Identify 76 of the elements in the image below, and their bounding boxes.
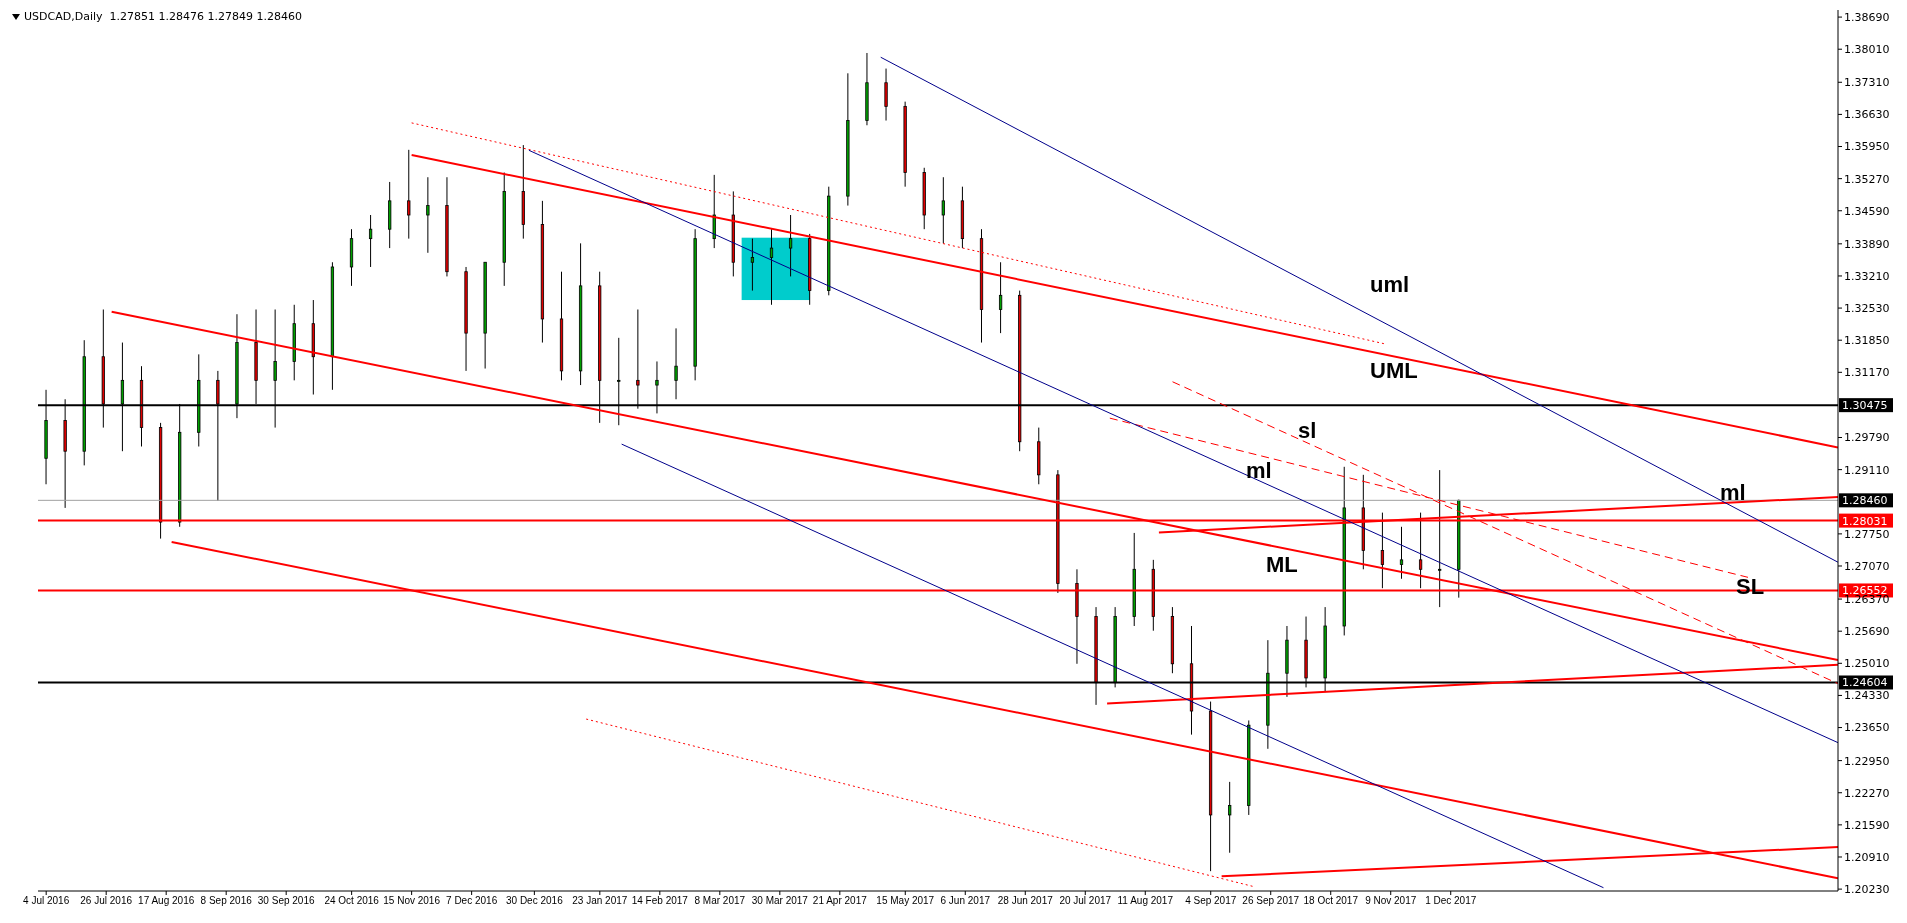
- ref-line-label: 1.30475: [1842, 399, 1888, 413]
- y-tick-label: 1.35950: [1844, 140, 1890, 154]
- x-tick-label: 18 Oct 2017: [1303, 895, 1359, 907]
- x-tick-label: 24 Oct 2016: [324, 895, 380, 907]
- x-tick-label: 30 Dec 2016: [506, 895, 564, 907]
- y-tick-label: 1.25010: [1844, 657, 1890, 671]
- y-tick-label: 1.38690: [1844, 10, 1890, 24]
- candlestick: [407, 149, 411, 240]
- candlestick: [426, 176, 430, 254]
- annotation: ml: [1720, 480, 1746, 505]
- x-tick-label: 14 Feb 2017: [631, 895, 689, 907]
- candlestick: [674, 327, 678, 400]
- x-tick-label: 15 May 2017: [876, 895, 935, 907]
- y-tick-label: 1.31170: [1844, 366, 1890, 380]
- y-tick-label: 1.33210: [1844, 269, 1890, 283]
- x-tick-label: 17 Aug 2016: [138, 895, 195, 907]
- ref-line-label: 1.28031: [1842, 514, 1888, 528]
- x-tick-label: 9 Nov 2017: [1365, 895, 1417, 907]
- y-tick-label: 1.35270: [1844, 172, 1890, 186]
- x-tick-label: 4 Sep 2017: [1185, 895, 1237, 907]
- y-tick-label: 1.37310: [1844, 76, 1890, 90]
- annotation: UML: [1370, 358, 1418, 383]
- y-tick-label: 1.22950: [1844, 754, 1890, 768]
- y-tick-label: 1.20910: [1844, 850, 1890, 864]
- y-tick-label: 1.38010: [1844, 43, 1890, 57]
- x-tick-label: 11 Aug 2017: [1117, 895, 1174, 907]
- y-tick-label: 1.22270: [1844, 786, 1890, 800]
- x-tick-label: 26 Jul 2016: [80, 895, 133, 907]
- y-tick-label: 1.36630: [1844, 108, 1890, 122]
- y-tick-label: 1.21590: [1844, 818, 1890, 832]
- x-tick-label: 1 Dec 2017: [1425, 895, 1477, 907]
- y-tick-label: 1.24330: [1844, 689, 1890, 703]
- y-tick-label: 1.29110: [1844, 463, 1890, 477]
- candlestick: [368, 214, 373, 268]
- ref-line-label: 1.24604: [1842, 676, 1888, 690]
- x-tick-label: 28 Jun 2017: [997, 895, 1054, 907]
- y-tick-label: 1.27070: [1844, 559, 1890, 573]
- chart-title: USDCAD,Daily 1.27851 1.28476 1.27849 1.28460: [24, 10, 302, 23]
- x-tick-label: 26 Sep 2017: [1242, 895, 1300, 907]
- y-tick-label: 1.31850: [1844, 334, 1890, 348]
- y-tick-label: 1.23650: [1844, 721, 1890, 735]
- candlestick: [941, 176, 945, 244]
- annotation: ml: [1246, 458, 1272, 483]
- y-tick-label: 1.34590: [1844, 204, 1890, 218]
- candlestick: [769, 228, 774, 306]
- candlestick: [1438, 469, 1442, 608]
- x-tick-label: 30 Sep 2016: [257, 895, 315, 907]
- candlestick: [750, 238, 755, 292]
- annotation: uml: [1370, 272, 1410, 297]
- x-tick-label: 20 Jul 2017: [1059, 895, 1112, 907]
- y-tick-label: 1.25690: [1844, 625, 1890, 639]
- y-tick-label: 1.20230: [1844, 883, 1890, 897]
- x-tick-label: 15 Nov 2016: [383, 895, 441, 907]
- x-tick-label: 7 Dec 2016: [446, 895, 498, 907]
- x-tick-label: 8 Sep 2016: [200, 895, 253, 907]
- candlestick: [884, 68, 888, 122]
- x-tick-label: 8 Mar 2017: [694, 895, 746, 907]
- candlestick: [998, 261, 1003, 334]
- y-tick-label: 1.32530: [1844, 301, 1890, 315]
- candlestick: [1228, 781, 1232, 854]
- y-tick-label: 1.27750: [1844, 527, 1890, 541]
- x-tick-label: 23 Jan 2017: [572, 895, 628, 907]
- annotation: sl: [1298, 418, 1317, 443]
- candlestick: [788, 214, 793, 277]
- x-tick-label: 4 Jul 2016: [23, 895, 70, 907]
- x-tick-label: 30 Mar 2017: [751, 895, 809, 907]
- candlestick: [1418, 512, 1423, 589]
- annotation: ML: [1266, 552, 1298, 577]
- candlestick: [1399, 526, 1404, 580]
- candlestick: [712, 174, 716, 249]
- x-tick-label: 21 Apr 2017: [812, 895, 868, 907]
- y-tick-label: 1.33890: [1844, 237, 1890, 251]
- candlestick: [1380, 512, 1385, 589]
- ref-line-label: 1.28460: [1842, 494, 1888, 508]
- x-tick-label: 6 Jun 2017: [940, 895, 991, 907]
- y-tick-label: 1.29790: [1844, 431, 1890, 445]
